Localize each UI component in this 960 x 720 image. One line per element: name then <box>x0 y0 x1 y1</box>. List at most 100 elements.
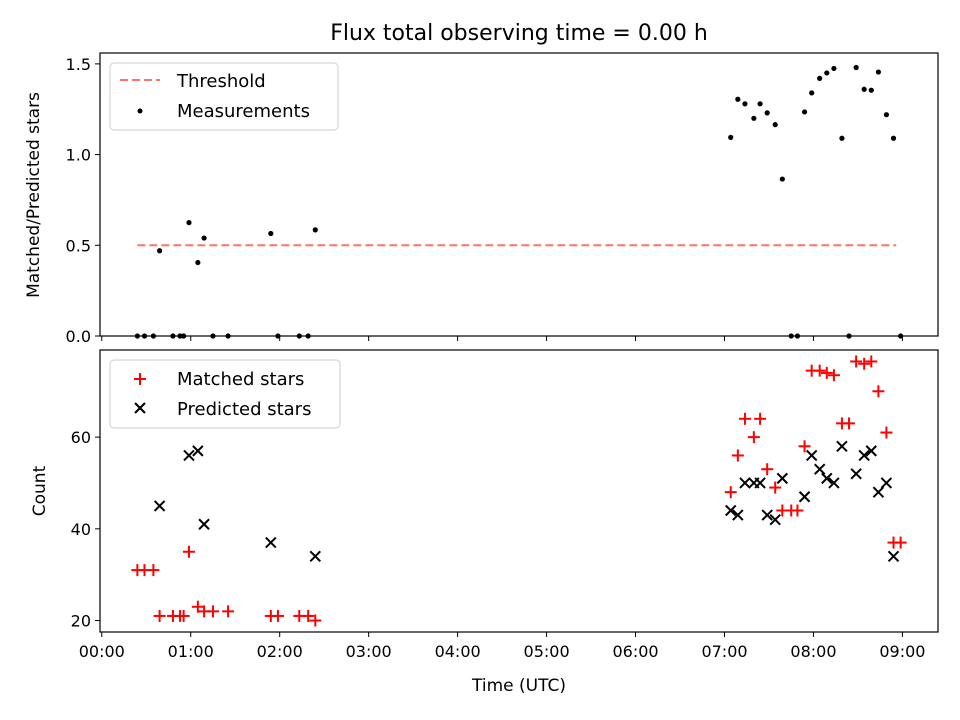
matched-star-point <box>894 536 907 549</box>
measurement-point <box>735 96 741 102</box>
predicted-star-point <box>192 445 204 457</box>
top-y-axis: 0.0 0.5 1.0 1.5 <box>66 55 100 346</box>
predicted-star-point <box>183 449 195 462</box>
matched-star-point <box>731 449 744 462</box>
measurement-point <box>772 122 778 128</box>
panel-top: 0.0 0.5 1.0 1.5 Matched/Predicted stars Thr… <box>24 52 939 346</box>
matched-star-point <box>309 614 322 627</box>
measurement-point <box>883 112 890 118</box>
matched-star-point <box>271 609 284 622</box>
matched-star-point <box>865 355 878 368</box>
matched-star-point <box>843 417 856 430</box>
matched-star-point <box>769 481 782 494</box>
bottom-xtick-label: 09:00 <box>879 642 925 661</box>
matched-star-point <box>724 486 737 499</box>
matched-star-point <box>813 364 826 377</box>
top-legend: Threshold Measurements <box>109 62 339 131</box>
predicted-star-point <box>805 449 818 462</box>
predicted-star-point <box>850 468 862 480</box>
legend-threshold-label: Threshold <box>176 71 266 92</box>
matched-star-point <box>222 605 235 618</box>
predicted-star-point <box>153 500 166 512</box>
predicted-star-point <box>813 463 826 475</box>
matched-star-point <box>191 600 204 613</box>
measurement-point <box>779 176 785 182</box>
legend-matched-label: Matched stars <box>177 369 304 390</box>
top-ytick-label: 1.5 <box>66 55 91 74</box>
matched-star-point <box>738 412 751 425</box>
matched-star-point <box>206 605 219 618</box>
predicted-star-point <box>198 518 210 530</box>
top-y-axis-label: Matched/Predicted stars <box>24 92 44 298</box>
measurement-point <box>831 65 837 72</box>
matched-star-point <box>153 609 166 622</box>
top-ytick-label: 1.0 <box>66 146 91 165</box>
bottom-legend: Matched stars Predicted stars <box>109 359 341 429</box>
top-ytick-label: 0.5 <box>66 236 91 255</box>
matched-star-point <box>850 355 863 368</box>
measurement-point <box>186 220 192 226</box>
top-axes-frame <box>99 52 939 337</box>
matched-star-point <box>747 431 760 444</box>
bottom-y-axis: 20 40 60 <box>71 428 100 631</box>
legend-predicted-label: Predicted stars <box>177 399 311 420</box>
bottom-xtick-label: 01:00 <box>168 642 214 661</box>
predicted-star-point <box>865 445 877 457</box>
bottom-xtick-label: 07:00 <box>701 642 747 661</box>
bottom-axes-frame <box>99 349 939 633</box>
bottom-ytick-label: 60 <box>71 428 91 447</box>
matched-star-point <box>302 609 315 622</box>
bottom-legend-box <box>109 359 341 429</box>
predicted-star-point <box>798 491 811 503</box>
measurement-point <box>201 235 207 241</box>
bottom-xtick-label: 03:00 <box>346 642 392 661</box>
predicted-star-point <box>754 477 766 489</box>
matched-star-point <box>791 504 804 517</box>
legend-measurements-label: Measurements <box>177 101 310 122</box>
measurement-point <box>868 87 874 93</box>
measurement-point <box>875 69 881 75</box>
matched-star-point <box>820 366 833 379</box>
top-plot-area <box>134 64 904 339</box>
bottom-plot-area <box>131 355 907 627</box>
matched-star-point <box>754 412 767 425</box>
matched-star-point <box>182 545 195 558</box>
predicted-star-point <box>769 513 781 526</box>
matched-star-point <box>880 426 893 439</box>
predicted-star-point <box>836 440 848 452</box>
predicted-star-point <box>265 536 277 549</box>
predicted-star-point <box>761 509 773 521</box>
panel-bottom: 20 40 60 00:00 01:00 02:00 03:00 04:00 05:00 06:… <box>30 349 939 696</box>
matched-star-point <box>858 357 871 370</box>
bottom-xtick-label: 00:00 <box>79 642 125 661</box>
figure-title: Flux total observing time = 0.00 h <box>330 21 708 46</box>
measurement-point <box>861 86 867 92</box>
measurement-point <box>801 109 808 115</box>
predicted-star-point <box>858 449 870 462</box>
matched-star-point <box>147 564 160 577</box>
matched-star-point <box>761 463 774 476</box>
measurement-point <box>764 110 770 116</box>
predicted-star-point <box>880 477 893 489</box>
measurement-point <box>751 115 757 121</box>
measurement-point <box>157 248 163 254</box>
measurement-point <box>817 75 823 81</box>
matched-star-point <box>177 609 190 622</box>
predicted-star-point <box>887 550 900 563</box>
bottom-xtick-label: 08:00 <box>790 642 836 661</box>
measurement-point <box>809 90 815 96</box>
measurement-point <box>890 135 897 141</box>
bottom-ytick-label: 20 <box>71 612 91 631</box>
bottom-x-axis: 00:00 01:00 02:00 03:00 04:00 05:00 06:00 07:00… <box>79 632 925 661</box>
predicted-star-point <box>828 477 840 489</box>
measurement-point <box>853 64 859 71</box>
legend-matched-swatch <box>134 373 146 385</box>
measurement-point <box>839 135 845 141</box>
predicted-star-point <box>739 477 751 489</box>
measurement-point <box>728 134 734 140</box>
measurement-point <box>268 230 274 237</box>
top-ytick-label: 0.0 <box>66 327 91 346</box>
predicted-star-point <box>309 550 321 563</box>
matched-star-point <box>872 385 885 398</box>
